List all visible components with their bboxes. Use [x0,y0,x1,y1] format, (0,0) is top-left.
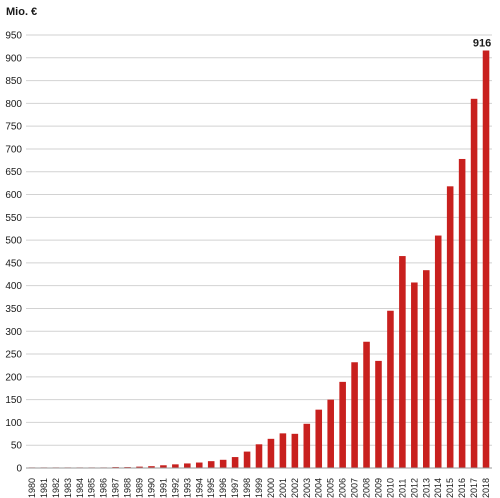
y-tick-label: 850 [5,76,22,87]
y-tick-label: 50 [11,441,23,452]
y-tick-label: 450 [5,258,22,269]
bar [148,466,155,468]
y-tick-label: 900 [5,53,22,64]
x-tick-label: 1993 [182,478,192,498]
x-tick-label: 2011 [397,479,407,498]
x-tick-label: 2016 [457,478,467,498]
bar [315,409,323,468]
x-tick-label: 1994 [194,478,204,498]
y-tick-label: 750 [5,122,22,133]
x-tick-label: 2004 [314,478,324,498]
y-tick-label: 400 [5,281,22,292]
x-tick-label: 2001 [278,478,288,498]
bar [434,235,442,468]
x-tick-label: 1987 [111,478,121,498]
bar [303,423,311,468]
x-tick-label: 2007 [350,478,360,498]
x-tick-label: 2010 [385,478,395,498]
x-tick-label: 1995 [206,478,216,498]
y-tick-label: 0 [16,464,22,475]
bar [339,381,346,468]
bar [291,433,299,468]
y-tick-label: 100 [5,418,22,429]
y-axis-ticks: 0 50 100 150 200 250 300 350 400 450 500 550 600 650 7… [5,31,22,475]
bar [363,341,370,468]
bar [195,462,203,468]
x-tick-label: 2014 [433,478,443,498]
gridlines [26,34,492,446]
x-tick-label: 1998 [242,478,252,498]
x-tick-label: 2005 [326,478,336,498]
bar [458,158,466,468]
y-tick-label: 550 [5,213,22,224]
y-tick-label: 500 [5,236,22,247]
bar [172,464,179,468]
x-tick-label: 1991 [158,478,168,498]
y-tick-label: 600 [5,190,22,201]
x-tick-label: 1986 [99,478,109,498]
y-tick-label: 250 [5,350,22,361]
x-tick-label: 2015 [445,478,455,498]
bar [267,438,275,468]
y-tick-label: 700 [5,144,22,155]
x-tick-label: 2017 [469,478,479,498]
bars [28,50,490,468]
x-tick-label: 1989 [135,478,145,498]
x-tick-label: 1992 [170,478,180,498]
data-labels: 916 [473,38,491,50]
x-tick-label: 2006 [338,478,348,498]
x-tick-label: 1990 [146,478,156,498]
x-tick-label: 1981 [39,478,49,498]
x-tick-label: 2009 [373,478,383,498]
x-tick-label: 2008 [362,478,372,498]
x-tick-label: 2012 [409,478,419,498]
x-tick-label: 1983 [63,478,73,498]
x-tick-label: 1982 [51,478,61,498]
bar [387,310,394,468]
x-tick-label: 1997 [230,478,240,498]
x-tick-label: 2018 [481,478,491,498]
bar [207,461,215,468]
x-tick-label: 1996 [218,478,228,498]
x-tick-label: 1984 [75,478,85,498]
y-tick-label: 150 [5,395,22,406]
bar [327,399,334,468]
x-tick-label: 2003 [302,478,312,498]
y-tick-label: 950 [5,31,22,42]
x-tick-label: 1985 [87,478,97,498]
y-axis-unit-label: Mio. € [6,6,37,18]
y-tick-label: 800 [5,99,22,110]
bar [231,457,239,468]
x-tick-label: 1988 [123,478,133,498]
y-tick-label: 300 [5,327,22,338]
x-tick-label: 2013 [421,478,431,498]
x-tick-label: 1980 [27,478,37,498]
bar [279,433,287,468]
bar [446,186,454,468]
bar [351,362,358,468]
bar [423,270,430,468]
x-tick-label: 1999 [254,478,264,498]
data-label: 916 [473,38,491,50]
bar [482,50,490,468]
x-tick-label: 2002 [290,478,300,498]
bar [399,256,406,468]
bar [411,282,418,468]
y-tick-label: 200 [5,372,22,383]
y-tick-label: 350 [5,304,22,315]
bar [160,465,167,468]
bar [184,463,191,468]
x-axis-ticks: 1980 1981 1982 1983 1984 1985 1986 1987 1988 1989… [27,478,491,498]
x-tick-label: 2000 [266,478,276,498]
y-tick-label: 650 [5,167,22,178]
bar [136,466,143,468]
bar [243,451,251,468]
bar [375,360,382,468]
bar [470,98,478,468]
bar [219,459,227,468]
bar [255,444,263,468]
